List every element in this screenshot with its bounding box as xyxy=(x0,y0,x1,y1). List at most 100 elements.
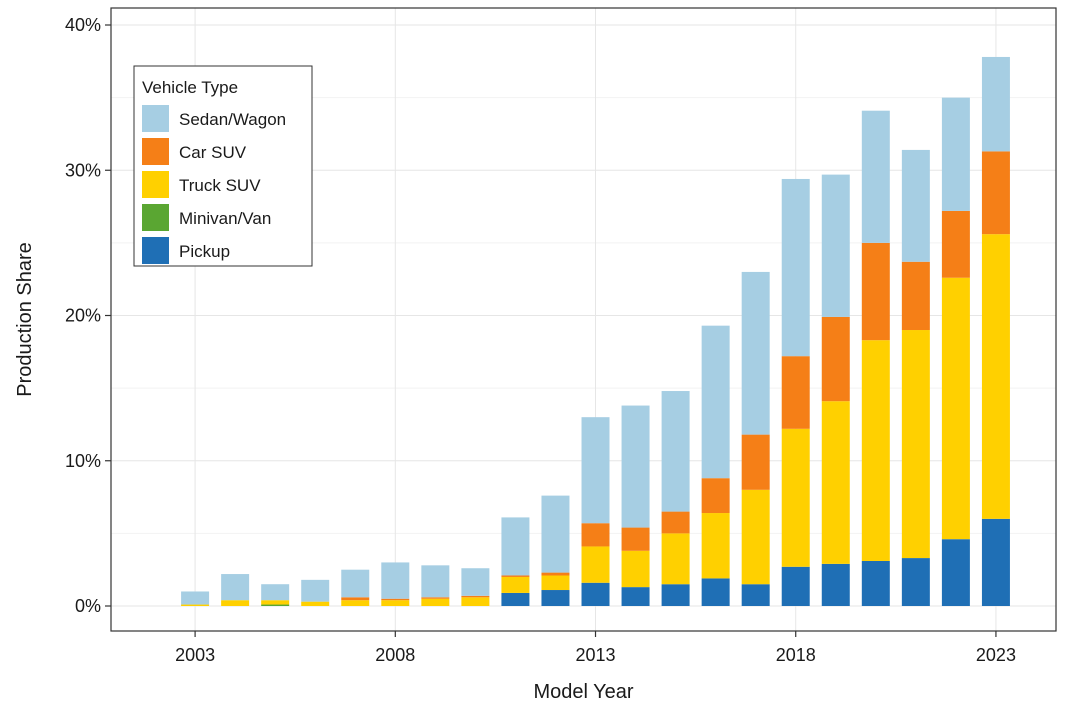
legend-label: Minivan/Van xyxy=(179,209,271,228)
bar-sedan-wagon-2021 xyxy=(901,149,930,262)
y-tick-label: 0% xyxy=(75,596,101,616)
bar-sedan-wagon-2014 xyxy=(621,405,650,528)
x-tick-label: 2023 xyxy=(976,645,1016,665)
bar-pickup-2011 xyxy=(501,592,530,606)
y-tick-label: 20% xyxy=(65,306,101,326)
bar-truck-suv-2015 xyxy=(661,533,690,585)
bar-pickup-2023 xyxy=(981,518,1010,606)
legend-label: Sedan/Wagon xyxy=(179,110,286,129)
legend-swatch-sedan-wagon xyxy=(142,105,169,132)
bar-sedan-wagon-2013 xyxy=(581,417,610,524)
bar-sedan-wagon-2004 xyxy=(221,574,250,601)
bar-sedan-wagon-2023 xyxy=(981,56,1010,152)
bar-pickup-2022 xyxy=(941,539,970,606)
bar-car-suv-2012 xyxy=(541,572,570,576)
bar-sedan-wagon-2019 xyxy=(821,174,850,317)
bar-sedan-wagon-2005 xyxy=(261,584,290,601)
bar-car-suv-2021 xyxy=(901,261,930,331)
bar-pickup-2018 xyxy=(781,566,810,606)
bar-truck-suv-2004 xyxy=(221,600,250,606)
x-tick-label: 2013 xyxy=(575,645,615,665)
legend-label: Car SUV xyxy=(179,143,247,162)
legend-title: Vehicle Type xyxy=(142,78,238,97)
legend-swatch-pickup xyxy=(142,237,169,264)
bar-truck-suv-2009 xyxy=(421,598,450,606)
y-tick-label: 30% xyxy=(65,160,101,180)
bar-pickup-2016 xyxy=(701,578,730,606)
bar-sedan-wagon-2015 xyxy=(661,391,690,512)
bar-truck-suv-2008 xyxy=(381,600,410,606)
legend-items: Sedan/Wagon Car SUV Truck SUV Minivan/Van Pi… xyxy=(142,105,286,264)
axis-ticks: 0% 10% 20% 30% 40% 2003 2008 2013 2018 2023 xyxy=(65,15,1016,665)
bar-truck-suv-2006 xyxy=(301,601,330,606)
bar-car-suv-2016 xyxy=(701,478,730,514)
bar-truck-suv-2022 xyxy=(941,277,970,540)
bar-truck-suv-2014 xyxy=(621,550,650,588)
bar-truck-suv-2018 xyxy=(781,428,810,567)
y-tick-label: 10% xyxy=(65,451,101,471)
bars xyxy=(181,56,1010,606)
bar-pickup-2012 xyxy=(541,590,570,606)
legend: Vehicle Type Sedan/Wagon Car SUV Truck SUV… xyxy=(133,65,313,267)
x-tick-label: 2008 xyxy=(375,645,415,665)
bar-truck-suv-2019 xyxy=(821,401,850,564)
bar-car-suv-2015 xyxy=(661,511,690,534)
bar-pickup-2014 xyxy=(621,587,650,606)
x-axis-title: Model Year xyxy=(533,681,633,703)
bar-pickup-2021 xyxy=(901,558,930,606)
bar-sedan-wagon-2016 xyxy=(701,325,730,479)
bar-car-suv-2018 xyxy=(781,356,810,429)
bar-minivan-van-2005 xyxy=(261,604,290,606)
bar-truck-suv-2016 xyxy=(701,513,730,579)
legend-swatch-minivan-van xyxy=(142,204,169,231)
bar-sedan-wagon-2011 xyxy=(501,517,530,576)
bar-car-suv-2019 xyxy=(821,316,850,402)
y-axis-title: Production Share xyxy=(14,242,36,397)
bar-truck-suv-2017 xyxy=(741,489,770,585)
bar-pickup-2017 xyxy=(741,584,770,606)
x-tick-label: 2003 xyxy=(175,645,215,665)
bar-truck-suv-2023 xyxy=(981,234,1010,519)
bar-sedan-wagon-2006 xyxy=(301,579,330,602)
y-tick-label: 40% xyxy=(65,15,101,35)
bar-sedan-wagon-2020 xyxy=(861,110,890,243)
bar-car-suv-2023 xyxy=(981,151,1010,235)
legend-box xyxy=(133,65,313,267)
legend-swatch-car-suv xyxy=(142,138,169,165)
bar-truck-suv-2011 xyxy=(501,576,530,593)
bar-pickup-2019 xyxy=(821,563,850,606)
bar-car-suv-2008 xyxy=(381,598,410,601)
bar-sedan-wagon-2017 xyxy=(741,271,770,435)
bar-sedan-wagon-2003 xyxy=(181,591,210,605)
legend-label: Truck SUV xyxy=(179,176,261,195)
bar-sedan-wagon-2018 xyxy=(781,178,810,357)
bar-pickup-2013 xyxy=(581,582,610,606)
bar-car-suv-2007 xyxy=(341,597,370,601)
bar-sedan-wagon-2010 xyxy=(461,568,490,596)
bar-pickup-2015 xyxy=(661,584,690,606)
bar-car-suv-2009 xyxy=(421,597,450,599)
bar-truck-suv-2010 xyxy=(461,597,490,606)
bar-truck-suv-2007 xyxy=(341,600,370,606)
bar-truck-suv-2005 xyxy=(261,600,290,605)
bar-sedan-wagon-2008 xyxy=(381,562,410,599)
bar-car-suv-2013 xyxy=(581,523,610,547)
bar-car-suv-2011 xyxy=(501,575,530,577)
bar-car-suv-2017 xyxy=(741,434,770,490)
bar-car-suv-2022 xyxy=(941,210,970,278)
legend-label: Pickup xyxy=(179,242,230,261)
bar-truck-suv-2013 xyxy=(581,546,610,583)
bar-sedan-wagon-2009 xyxy=(421,565,450,598)
bar-truck-suv-2021 xyxy=(901,330,930,559)
bar-car-suv-2010 xyxy=(461,595,490,598)
bar-sedan-wagon-2012 xyxy=(541,495,570,573)
bar-car-suv-2020 xyxy=(861,242,890,341)
bar-truck-suv-2003 xyxy=(181,604,210,606)
bar-pickup-2020 xyxy=(861,560,890,606)
bar-sedan-wagon-2022 xyxy=(941,97,970,211)
bar-truck-suv-2012 xyxy=(541,575,570,591)
x-tick-label: 2018 xyxy=(776,645,816,665)
plot-frame xyxy=(110,7,1057,632)
